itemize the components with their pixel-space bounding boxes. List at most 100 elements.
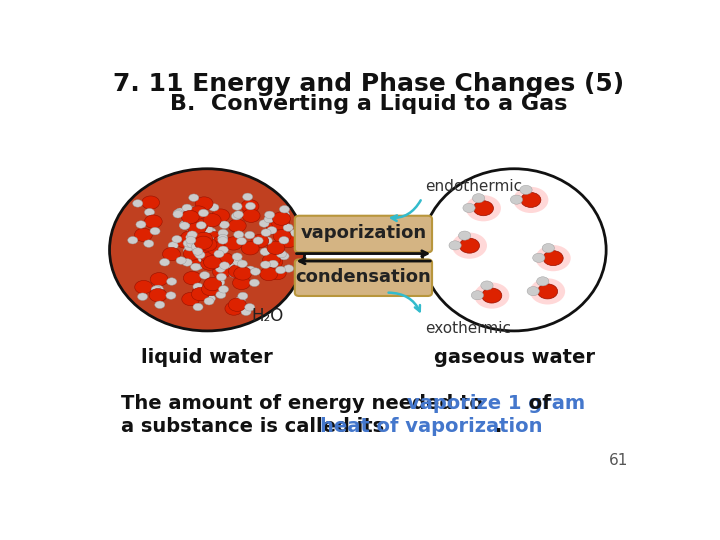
Circle shape [249, 279, 259, 287]
Circle shape [193, 303, 203, 310]
Circle shape [187, 251, 205, 264]
Circle shape [206, 285, 216, 293]
Circle shape [202, 282, 220, 296]
Circle shape [212, 265, 230, 279]
Circle shape [279, 252, 289, 260]
Text: vaporization: vaporization [300, 224, 426, 242]
Circle shape [173, 211, 183, 218]
Text: of: of [523, 394, 552, 413]
Circle shape [187, 231, 197, 239]
Circle shape [276, 251, 287, 258]
Text: .: . [495, 417, 503, 436]
Text: H₂O: H₂O [251, 307, 284, 325]
Circle shape [215, 279, 225, 286]
Circle shape [449, 241, 462, 250]
Circle shape [195, 245, 213, 258]
Circle shape [543, 251, 563, 266]
Circle shape [179, 221, 189, 228]
Circle shape [241, 200, 259, 213]
Circle shape [176, 257, 186, 264]
Circle shape [189, 194, 199, 201]
Circle shape [233, 276, 251, 289]
Ellipse shape [474, 282, 509, 309]
Circle shape [267, 241, 285, 254]
Text: heat of vaporization: heat of vaporization [320, 417, 542, 436]
Circle shape [196, 221, 206, 229]
Circle shape [234, 231, 244, 238]
Circle shape [459, 231, 471, 240]
Circle shape [212, 244, 222, 252]
Circle shape [229, 270, 239, 278]
Circle shape [212, 236, 230, 249]
Circle shape [184, 247, 194, 254]
Circle shape [236, 238, 246, 245]
Circle shape [215, 250, 225, 258]
Circle shape [206, 234, 223, 247]
Circle shape [192, 285, 210, 298]
Text: endothermic: endothermic [425, 179, 522, 194]
Circle shape [218, 246, 228, 254]
Text: The amount of energy needed to: The amount of energy needed to [121, 394, 490, 413]
Circle shape [216, 291, 226, 299]
Circle shape [233, 258, 243, 266]
Circle shape [261, 261, 271, 268]
Circle shape [267, 227, 277, 234]
Circle shape [234, 267, 251, 280]
Circle shape [196, 239, 214, 253]
Circle shape [279, 206, 289, 213]
Circle shape [194, 249, 204, 256]
Circle shape [264, 215, 274, 223]
Circle shape [184, 244, 194, 251]
Circle shape [245, 231, 255, 239]
Circle shape [209, 204, 219, 211]
Circle shape [207, 282, 217, 290]
FancyBboxPatch shape [294, 259, 432, 296]
Circle shape [190, 218, 208, 232]
Circle shape [150, 227, 160, 235]
Circle shape [510, 195, 523, 204]
Circle shape [238, 269, 248, 277]
Circle shape [193, 283, 203, 291]
Circle shape [283, 224, 293, 231]
Circle shape [253, 237, 263, 245]
Circle shape [228, 298, 246, 312]
Text: exothermic: exothermic [425, 321, 510, 335]
Circle shape [260, 267, 278, 281]
Circle shape [220, 221, 230, 228]
Circle shape [231, 212, 241, 220]
Circle shape [251, 268, 261, 275]
Circle shape [204, 215, 214, 223]
Circle shape [235, 296, 246, 304]
Circle shape [242, 209, 260, 222]
Circle shape [459, 238, 480, 253]
Circle shape [193, 248, 203, 255]
Circle shape [168, 242, 178, 249]
Circle shape [225, 237, 243, 250]
Circle shape [228, 265, 246, 278]
Circle shape [155, 301, 165, 308]
Circle shape [263, 249, 273, 257]
Circle shape [217, 234, 228, 242]
Circle shape [163, 247, 181, 261]
Circle shape [206, 228, 216, 235]
Circle shape [276, 266, 286, 274]
Circle shape [193, 262, 203, 269]
Circle shape [241, 308, 251, 315]
Circle shape [199, 238, 217, 251]
Circle shape [228, 219, 246, 232]
Circle shape [206, 254, 216, 261]
Circle shape [138, 293, 148, 300]
Circle shape [527, 287, 539, 296]
Circle shape [144, 240, 154, 247]
Ellipse shape [530, 278, 565, 305]
Circle shape [153, 285, 163, 293]
Circle shape [189, 206, 207, 219]
Circle shape [274, 231, 284, 238]
Circle shape [184, 272, 201, 285]
Circle shape [224, 261, 234, 268]
Circle shape [213, 253, 223, 260]
Circle shape [262, 237, 272, 245]
Ellipse shape [536, 245, 571, 271]
Circle shape [251, 234, 269, 248]
Circle shape [203, 226, 213, 233]
